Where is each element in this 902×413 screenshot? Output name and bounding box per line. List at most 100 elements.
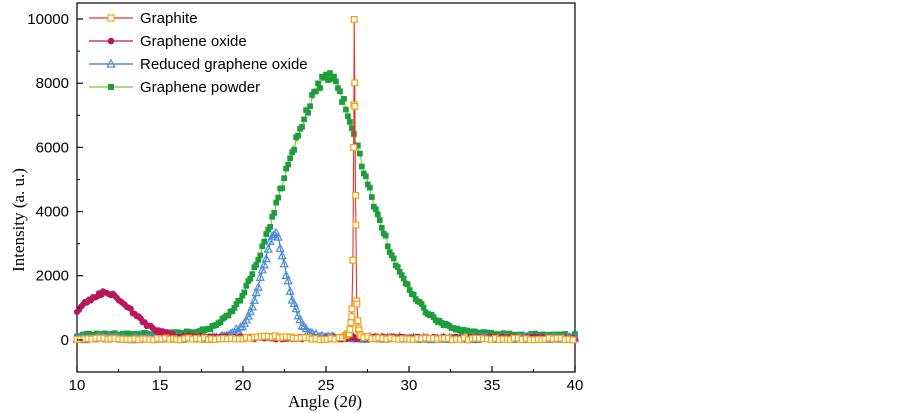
- data-point: [309, 92, 315, 98]
- x-tick-label: 25: [318, 377, 335, 394]
- data-point: [217, 319, 224, 325]
- data-point: [339, 99, 345, 105]
- x-tick-label: 40: [567, 377, 584, 394]
- data-point: [352, 191, 360, 199]
- data-point: [275, 243, 285, 252]
- data-point: [374, 211, 381, 218]
- data-point: [273, 199, 280, 206]
- series-graphene-powder: [74, 70, 578, 340]
- data-point: [261, 253, 271, 263]
- data-point: [281, 175, 288, 182]
- y-tick-label: 4000: [36, 204, 69, 221]
- data-point: [315, 80, 321, 87]
- data-point: [390, 255, 397, 262]
- data-point: [271, 227, 281, 237]
- data-point: [386, 249, 393, 255]
- data-point: [396, 268, 403, 275]
- data-point: [295, 314, 305, 324]
- legend-item: Graphene powder: [89, 79, 260, 96]
- legend-label: Graphene powder: [140, 79, 260, 96]
- data-point: [406, 287, 413, 293]
- data-point: [263, 231, 270, 237]
- x-tick-label: 20: [235, 377, 252, 394]
- legend: Graphite Graphene oxide Reduced graphene o…: [89, 10, 308, 96]
- data-point: [251, 287, 261, 297]
- data-point: [384, 243, 391, 250]
- data-point: [249, 295, 259, 304]
- legend-item: Graphene oxide: [89, 33, 247, 50]
- data-point: [357, 150, 363, 157]
- data-point: [285, 161, 292, 168]
- data-point: [307, 103, 313, 110]
- series-layer: [72, 16, 580, 344]
- data-point: [345, 113, 351, 120]
- data-point: [394, 264, 401, 270]
- data-point: [360, 170, 367, 177]
- data-point: [289, 298, 299, 308]
- data-point: [269, 229, 279, 239]
- x-tick-label: 10: [69, 377, 86, 394]
- data-point: [398, 272, 405, 278]
- data-point: [388, 252, 395, 259]
- data-point: [207, 326, 214, 333]
- data-point: [259, 243, 266, 250]
- data-point: [404, 281, 411, 288]
- data-point: [353, 300, 361, 308]
- data-point: [253, 282, 263, 291]
- data-point: [255, 272, 265, 281]
- data-point: [291, 146, 297, 153]
- data-point: [343, 106, 349, 113]
- y-tick-label: 10000: [27, 11, 69, 28]
- data-point: [301, 116, 307, 123]
- data-point: [247, 301, 257, 311]
- legend-item: Reduced graphene oxide: [89, 56, 308, 73]
- data-point: [277, 250, 287, 260]
- data-point: [279, 258, 289, 268]
- data-point: [245, 306, 255, 316]
- data-point: [257, 264, 267, 274]
- data-point: [317, 85, 323, 91]
- data-point: [346, 326, 354, 334]
- data-point: [305, 109, 311, 116]
- legend-label: Reduced graphene oxide: [140, 56, 308, 73]
- data-point: [327, 70, 333, 76]
- data-point: [366, 184, 373, 191]
- data-point: [368, 194, 375, 200]
- legend-label: Graphite: [140, 10, 198, 27]
- data-point: [229, 308, 236, 314]
- data-point: [335, 85, 341, 91]
- data-point: [325, 77, 331, 83]
- legend-marker: [107, 37, 115, 45]
- data-point: [378, 224, 385, 231]
- data-point: [341, 96, 347, 102]
- data-point: [569, 336, 577, 344]
- series-graphite: [73, 16, 577, 344]
- data-point: [225, 312, 232, 319]
- data-point: [267, 223, 274, 230]
- x-axis-title: Angle (2θ): [288, 392, 362, 411]
- data-point: [233, 301, 240, 308]
- data-point: [281, 270, 291, 279]
- data-point: [348, 313, 356, 321]
- data-point: [364, 181, 371, 188]
- legend-marker: [107, 14, 115, 22]
- y-axis-title: Intensity (a. u.): [9, 168, 28, 272]
- data-point: [231, 305, 238, 311]
- data-point: [321, 74, 327, 81]
- data-point: [291, 303, 301, 313]
- data-point: [337, 88, 343, 95]
- data-point: [297, 320, 307, 330]
- data-point: [295, 132, 301, 139]
- legend-item: Graphite: [89, 10, 198, 27]
- data-point: [271, 209, 278, 216]
- data-point: [313, 88, 319, 95]
- data-point: [259, 259, 269, 269]
- data-point: [249, 271, 256, 277]
- x-tick-label: 30: [401, 377, 418, 394]
- data-point: [241, 289, 248, 296]
- data-point: [279, 185, 286, 192]
- data-point: [265, 236, 275, 245]
- x-axis-title-theta: θ: [348, 392, 356, 411]
- data-point: [323, 71, 329, 78]
